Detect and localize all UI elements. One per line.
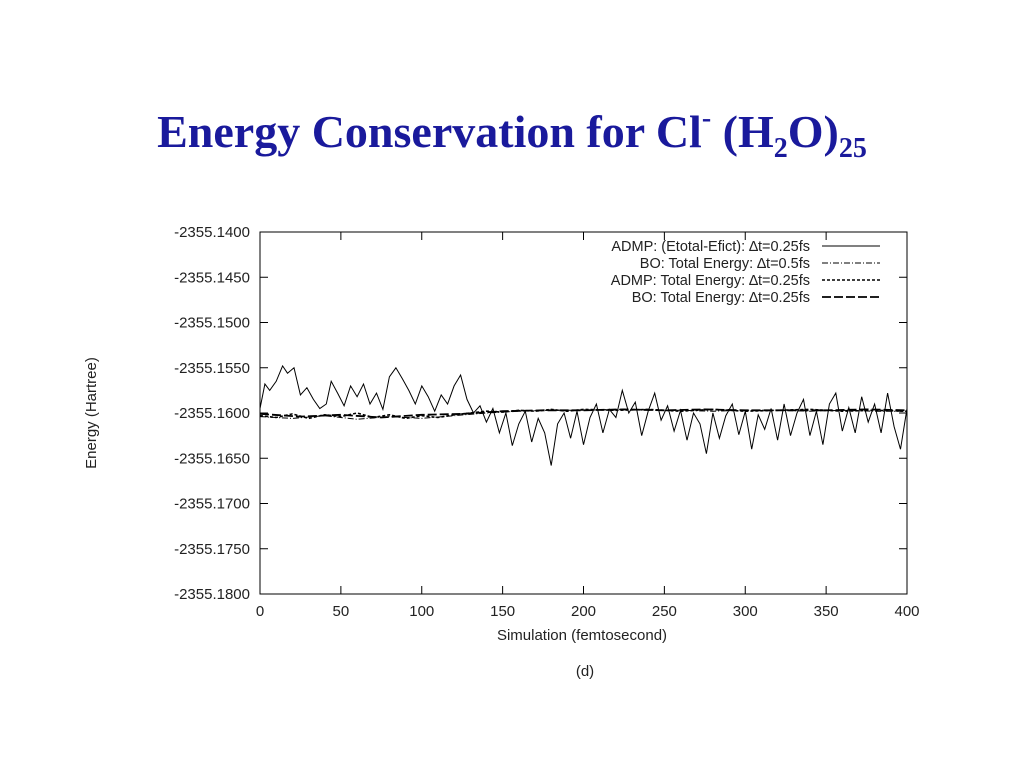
y-tick-label: -2355.1550 — [174, 360, 250, 377]
x-tick-label: 400 — [894, 603, 919, 620]
x-tick-label: 200 — [571, 603, 596, 620]
y-tick-label: -2355.1400 — [174, 224, 250, 241]
x-tick-label: 300 — [733, 603, 758, 620]
title-main: Energy Conservation for Cl — [157, 106, 702, 157]
title-sub-25: 25 — [838, 133, 867, 164]
chart-caption: (d) — [576, 663, 594, 680]
slide-title: Energy Conservation for Cl- (H2O)25 — [0, 102, 1024, 164]
series-layer — [259, 364, 908, 466]
y-tick-label: -2355.1750 — [174, 541, 250, 558]
title-sub-2: 2 — [773, 133, 788, 164]
series-line-2 — [259, 408, 907, 420]
x-tick-label: 250 — [652, 603, 677, 620]
legend-label-1: ADMP: (Etotal-Efict): ∆t=0.25fs — [611, 239, 810, 255]
y-axis-ticks: -2355.1400 -2355.1450 -2355.1500 -2355.1550… — [174, 224, 907, 603]
legend-label-4: BO: Total Energy: ∆t=0.25fs — [632, 290, 810, 306]
y-axis-label: Energy (Hartree) — [83, 357, 100, 469]
y-tick-label: -2355.1450 — [174, 269, 250, 286]
x-tick-label: 350 — [814, 603, 839, 620]
x-axis-ticks: 0 50 100 150 200 250 300 350 400 — [256, 232, 920, 620]
legend-label-3: ADMP: Total Energy: ∆t=0.25fs — [611, 273, 810, 289]
y-tick-label: -2355.1600 — [174, 405, 250, 422]
y-tick-label: -2355.1800 — [174, 586, 250, 603]
x-tick-label: 100 — [409, 603, 434, 620]
legend-label-2: BO: Total Energy: ∆t=0.5fs — [640, 256, 810, 272]
series-line-1 — [259, 364, 908, 466]
y-tick-label: -2355.1700 — [174, 496, 250, 513]
x-tick-label: 0 — [256, 603, 264, 620]
title-close: O) — [787, 106, 839, 157]
title-open: (H — [711, 106, 774, 157]
x-tick-label: 50 — [333, 603, 350, 620]
y-tick-label: -2355.1650 — [174, 450, 250, 467]
plot-frame — [259, 231, 908, 595]
x-tick-label: 150 — [490, 603, 515, 620]
x-axis-label: Simulation (femtosecond) — [497, 627, 667, 644]
y-tick-label: -2355.1500 — [174, 315, 250, 332]
title-charge: - — [701, 103, 712, 134]
